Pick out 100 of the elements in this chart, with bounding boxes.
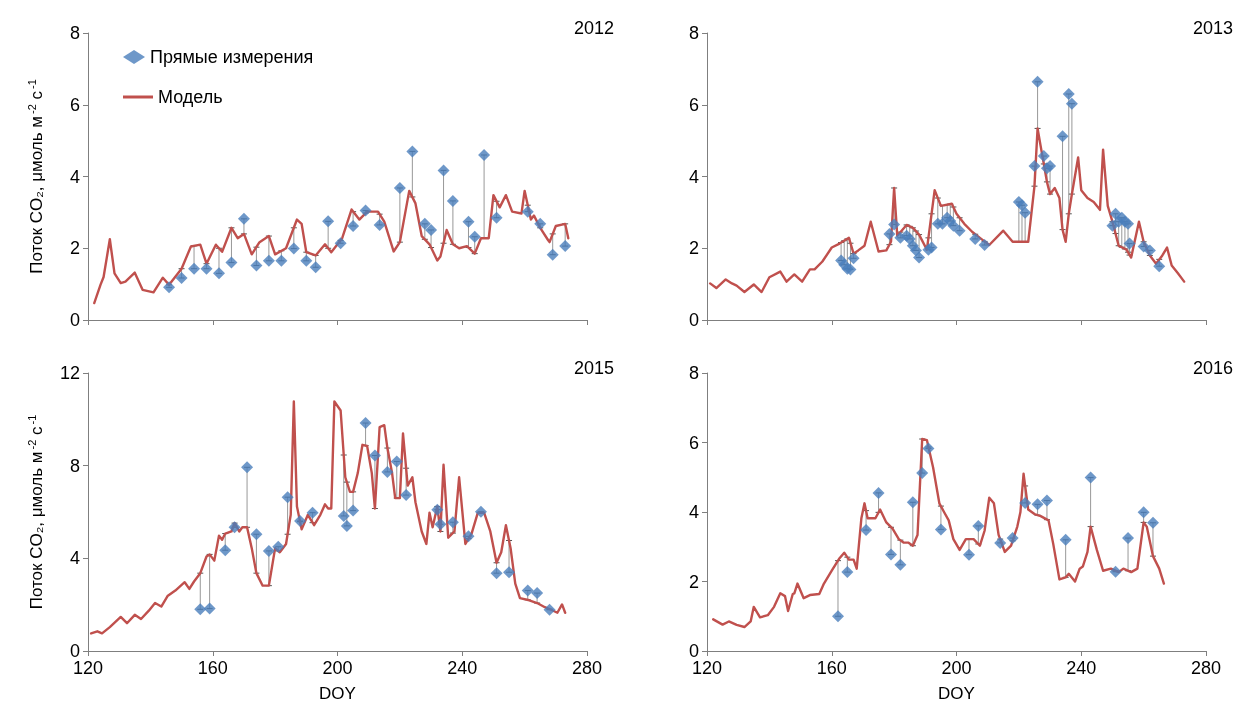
point [1065, 97, 1078, 110]
legend-label: Модель [158, 87, 223, 107]
x-axis-title: DOY [938, 684, 975, 703]
point [559, 240, 572, 253]
legend-label: Прямые измерения [150, 47, 314, 67]
point [294, 515, 307, 528]
point [337, 509, 350, 522]
point [381, 465, 394, 478]
line-series [89, 400, 567, 635]
point [250, 259, 263, 272]
y-tick-label: 0 [69, 310, 80, 330]
point [200, 262, 213, 275]
y-tick-label: 4 [688, 166, 699, 187]
point [909, 244, 922, 257]
point [406, 145, 419, 158]
point [446, 194, 459, 207]
y-axis-title: Поток CO₂, μмоль м-2 с-1 [25, 79, 46, 274]
point [188, 262, 201, 275]
x-axis-title: DOY [319, 684, 356, 703]
point [922, 442, 935, 455]
point [994, 536, 1007, 549]
x-tick-label: 240 [447, 658, 478, 678]
point [359, 204, 372, 217]
y-tick-label: 6 [69, 94, 80, 115]
point [1037, 150, 1050, 163]
y-tick-label: 8 [688, 23, 699, 43]
y-tick-label: 4 [69, 166, 80, 187]
x-tick-label: 120 [691, 658, 723, 678]
point [1123, 237, 1136, 250]
point [1109, 565, 1122, 578]
point [262, 254, 275, 267]
point [1019, 206, 1032, 219]
point [916, 467, 929, 480]
point [847, 252, 860, 265]
point [1031, 75, 1044, 88]
point [431, 503, 444, 516]
y-tick-label: 6 [688, 432, 699, 453]
point [543, 603, 556, 616]
point [163, 281, 176, 294]
y-tick-label: 0 [69, 641, 80, 661]
point [262, 544, 275, 557]
y-tick-label: 2 [688, 238, 699, 259]
point [237, 212, 250, 225]
x-tick-label: 280 [1190, 658, 1222, 678]
point [425, 223, 438, 236]
point [913, 251, 926, 264]
chart-title: 2016 [1192, 358, 1233, 378]
point [531, 587, 544, 600]
line-series [708, 127, 1186, 294]
point [275, 254, 288, 267]
point [462, 530, 475, 543]
x-tick-label: 280 [571, 658, 603, 678]
point [390, 455, 403, 468]
point [1153, 260, 1166, 273]
point [1028, 160, 1041, 173]
point [1040, 494, 1053, 507]
point [400, 489, 413, 502]
point [287, 242, 300, 255]
point [212, 267, 225, 280]
x-tick-label: 240 [1066, 658, 1097, 678]
point [860, 524, 873, 537]
point [1137, 240, 1150, 253]
point [872, 486, 885, 499]
point [322, 215, 335, 228]
point [281, 491, 294, 504]
point [359, 417, 372, 430]
point [490, 211, 503, 224]
point [474, 505, 487, 518]
point [831, 610, 844, 623]
x-tick-label: 160 [197, 658, 228, 678]
y-tick-label: 8 [69, 23, 80, 43]
y-tick-label: 2 [688, 571, 699, 592]
point [1031, 498, 1044, 511]
x-tick-label: 200 [941, 658, 972, 678]
point [418, 217, 431, 230]
point [228, 521, 241, 534]
point [978, 239, 991, 252]
point [373, 218, 386, 231]
point [309, 261, 322, 274]
line-series [712, 437, 1166, 629]
point [393, 181, 406, 194]
point [1084, 471, 1097, 484]
point [953, 224, 966, 237]
point [969, 232, 982, 245]
point [478, 148, 491, 161]
point [306, 506, 319, 519]
point [503, 566, 516, 579]
y-tick-label: 0 [688, 641, 699, 661]
point [434, 518, 447, 531]
line-series [93, 189, 570, 305]
point [934, 523, 947, 536]
point [1019, 496, 1032, 509]
point [936, 217, 949, 230]
point [468, 230, 481, 243]
point [334, 237, 347, 250]
point [368, 449, 381, 462]
point [194, 603, 207, 616]
point [1044, 160, 1057, 173]
point [446, 516, 459, 529]
point [1137, 506, 1150, 519]
